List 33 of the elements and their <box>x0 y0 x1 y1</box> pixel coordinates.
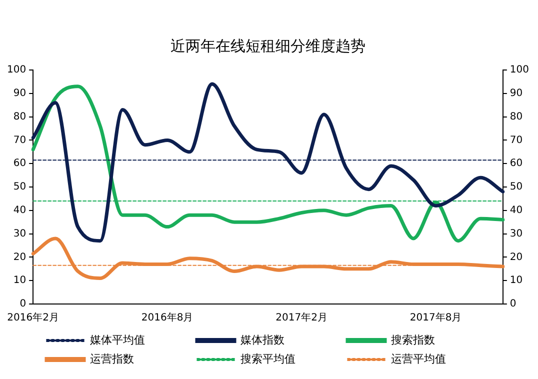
y-tick-label: 80 <box>13 111 26 122</box>
y-tick-label: 0 <box>20 298 26 310</box>
x-tick-label: 2017年2月 <box>276 312 328 324</box>
y-tick-label: 10 <box>13 275 26 286</box>
legend-label: 搜索平均值 <box>240 352 340 366</box>
y2-tick-label: 100 <box>510 64 530 76</box>
y2-tick-label: 70 <box>510 134 523 146</box>
y2-tick-label: 60 <box>510 158 523 170</box>
legend-label: 搜索指数 <box>390 333 490 346</box>
legend-label: 运营平均值 <box>390 352 490 366</box>
y-tick-label: 100 <box>6 64 26 76</box>
y-tick-label: 50 <box>13 182 26 193</box>
y-tick-label: 40 <box>13 204 26 216</box>
y2-tick-label: 90 <box>510 88 523 99</box>
y-tick-label: 70 <box>13 134 26 146</box>
y2-tick-label: 80 <box>510 111 523 122</box>
y2-tick-label: 30 <box>510 228 523 240</box>
x-tick-label: 2017年8月 <box>410 312 462 324</box>
y2-tick-label: 10 <box>510 275 523 286</box>
y-tick-label: 30 <box>13 228 26 240</box>
y-tick-label: 90 <box>13 88 26 99</box>
y2-tick-label: 0 <box>510 298 516 310</box>
x-tick-label: 2016年8月 <box>141 312 194 324</box>
legend-label: 媒体平均值 <box>90 333 189 346</box>
y2-tick-label: 20 <box>510 252 523 263</box>
y2-tick-label: 50 <box>510 182 523 193</box>
legend-label: 运营指数 <box>90 352 189 366</box>
x-tick-label: 2016年2月 <box>7 312 59 324</box>
y2-tick-label: 40 <box>510 204 523 216</box>
y-tick-label: 20 <box>13 252 26 263</box>
y-tick-label: 60 <box>13 158 26 170</box>
chart-title: 近两年在线短租细分维度趋势 <box>170 36 366 55</box>
legend-label: 媒体指数 <box>240 333 340 346</box>
